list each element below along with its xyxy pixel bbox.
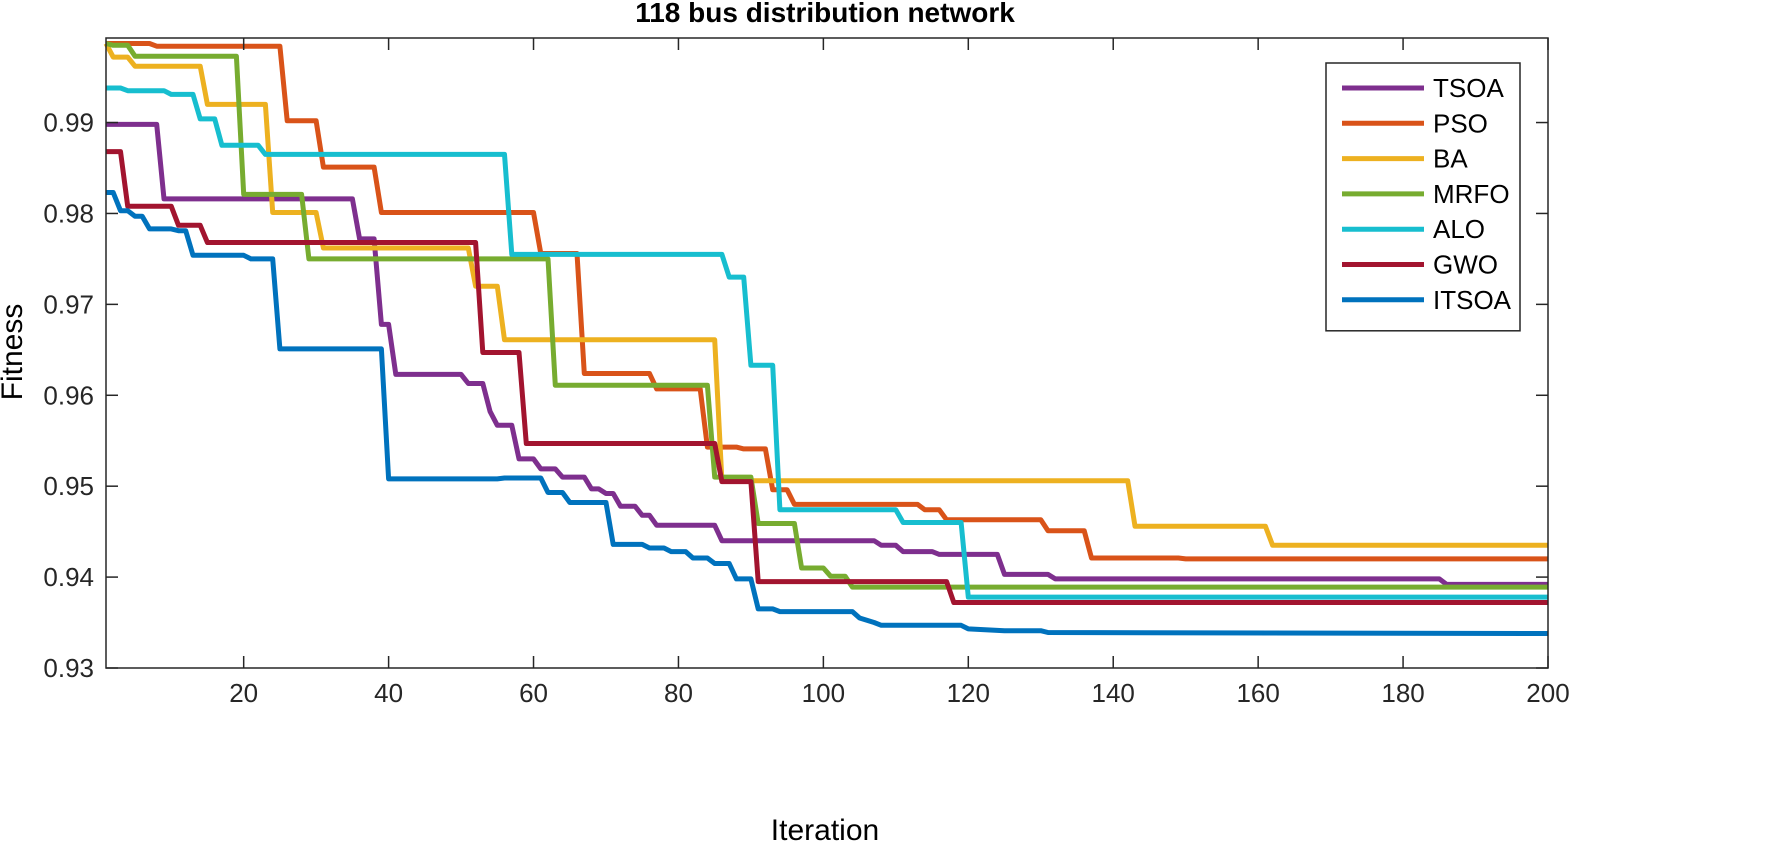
x-tick-label: 80 xyxy=(664,678,693,708)
x-tick-label: 180 xyxy=(1381,678,1424,708)
x-tick-label: 200 xyxy=(1526,678,1569,708)
series-line-mrfo xyxy=(105,41,1548,590)
plot-frame xyxy=(105,37,1549,669)
x-axis-title: Iteration xyxy=(771,814,879,847)
x-tick-label: 140 xyxy=(1092,678,1135,708)
y-tick-label: 0.98 xyxy=(43,198,94,228)
legend-box xyxy=(1325,62,1521,332)
series-line-itsoa xyxy=(106,190,1549,636)
y-tick-label: 0.97 xyxy=(43,289,94,319)
x-tick-label: 160 xyxy=(1236,678,1279,708)
y-tick-label: 0.95 xyxy=(43,471,94,501)
series-line-tsoa xyxy=(106,121,1548,587)
x-tick-label: 100 xyxy=(802,678,845,708)
legend-label-ba: BA xyxy=(1433,144,1468,174)
x-tick-label: 20 xyxy=(229,678,258,708)
x-tick-label: 60 xyxy=(519,678,548,708)
series-line-ba xyxy=(103,42,1548,548)
chart-title: 118 bus distribution network xyxy=(635,0,1015,28)
y-tick-label: 0.99 xyxy=(43,108,94,138)
legend: TSOA PSO BA MRFO ALO GWO ITSOA xyxy=(1325,62,1521,332)
series-line-alo xyxy=(106,85,1548,600)
tick-layer: 20 40 60 80 100 120 140 160 180 200 0.93 0.94 0.95 0.… xyxy=(43,38,1570,708)
y-axis-title: Fitness xyxy=(0,304,29,401)
series-line-gwo xyxy=(106,149,1548,605)
y-tick-label: 0.93 xyxy=(43,653,94,683)
x-tick-label: 120 xyxy=(947,678,990,708)
y-tick-label: 0.94 xyxy=(43,562,94,592)
y-tick-label: 0.96 xyxy=(43,380,94,410)
x-tick-label: 40 xyxy=(374,678,403,708)
legend-label-pso: PSO xyxy=(1433,108,1488,138)
legend-label-tsoa: TSOA xyxy=(1433,73,1504,103)
legend-label-gwo: GWO xyxy=(1433,250,1498,280)
legend-label-mrfo: MRFO xyxy=(1433,179,1510,209)
legend-label-alo: ALO xyxy=(1433,214,1485,244)
legend-label-itsoa: ITSOA xyxy=(1433,285,1512,315)
series-layer xyxy=(103,41,1549,636)
